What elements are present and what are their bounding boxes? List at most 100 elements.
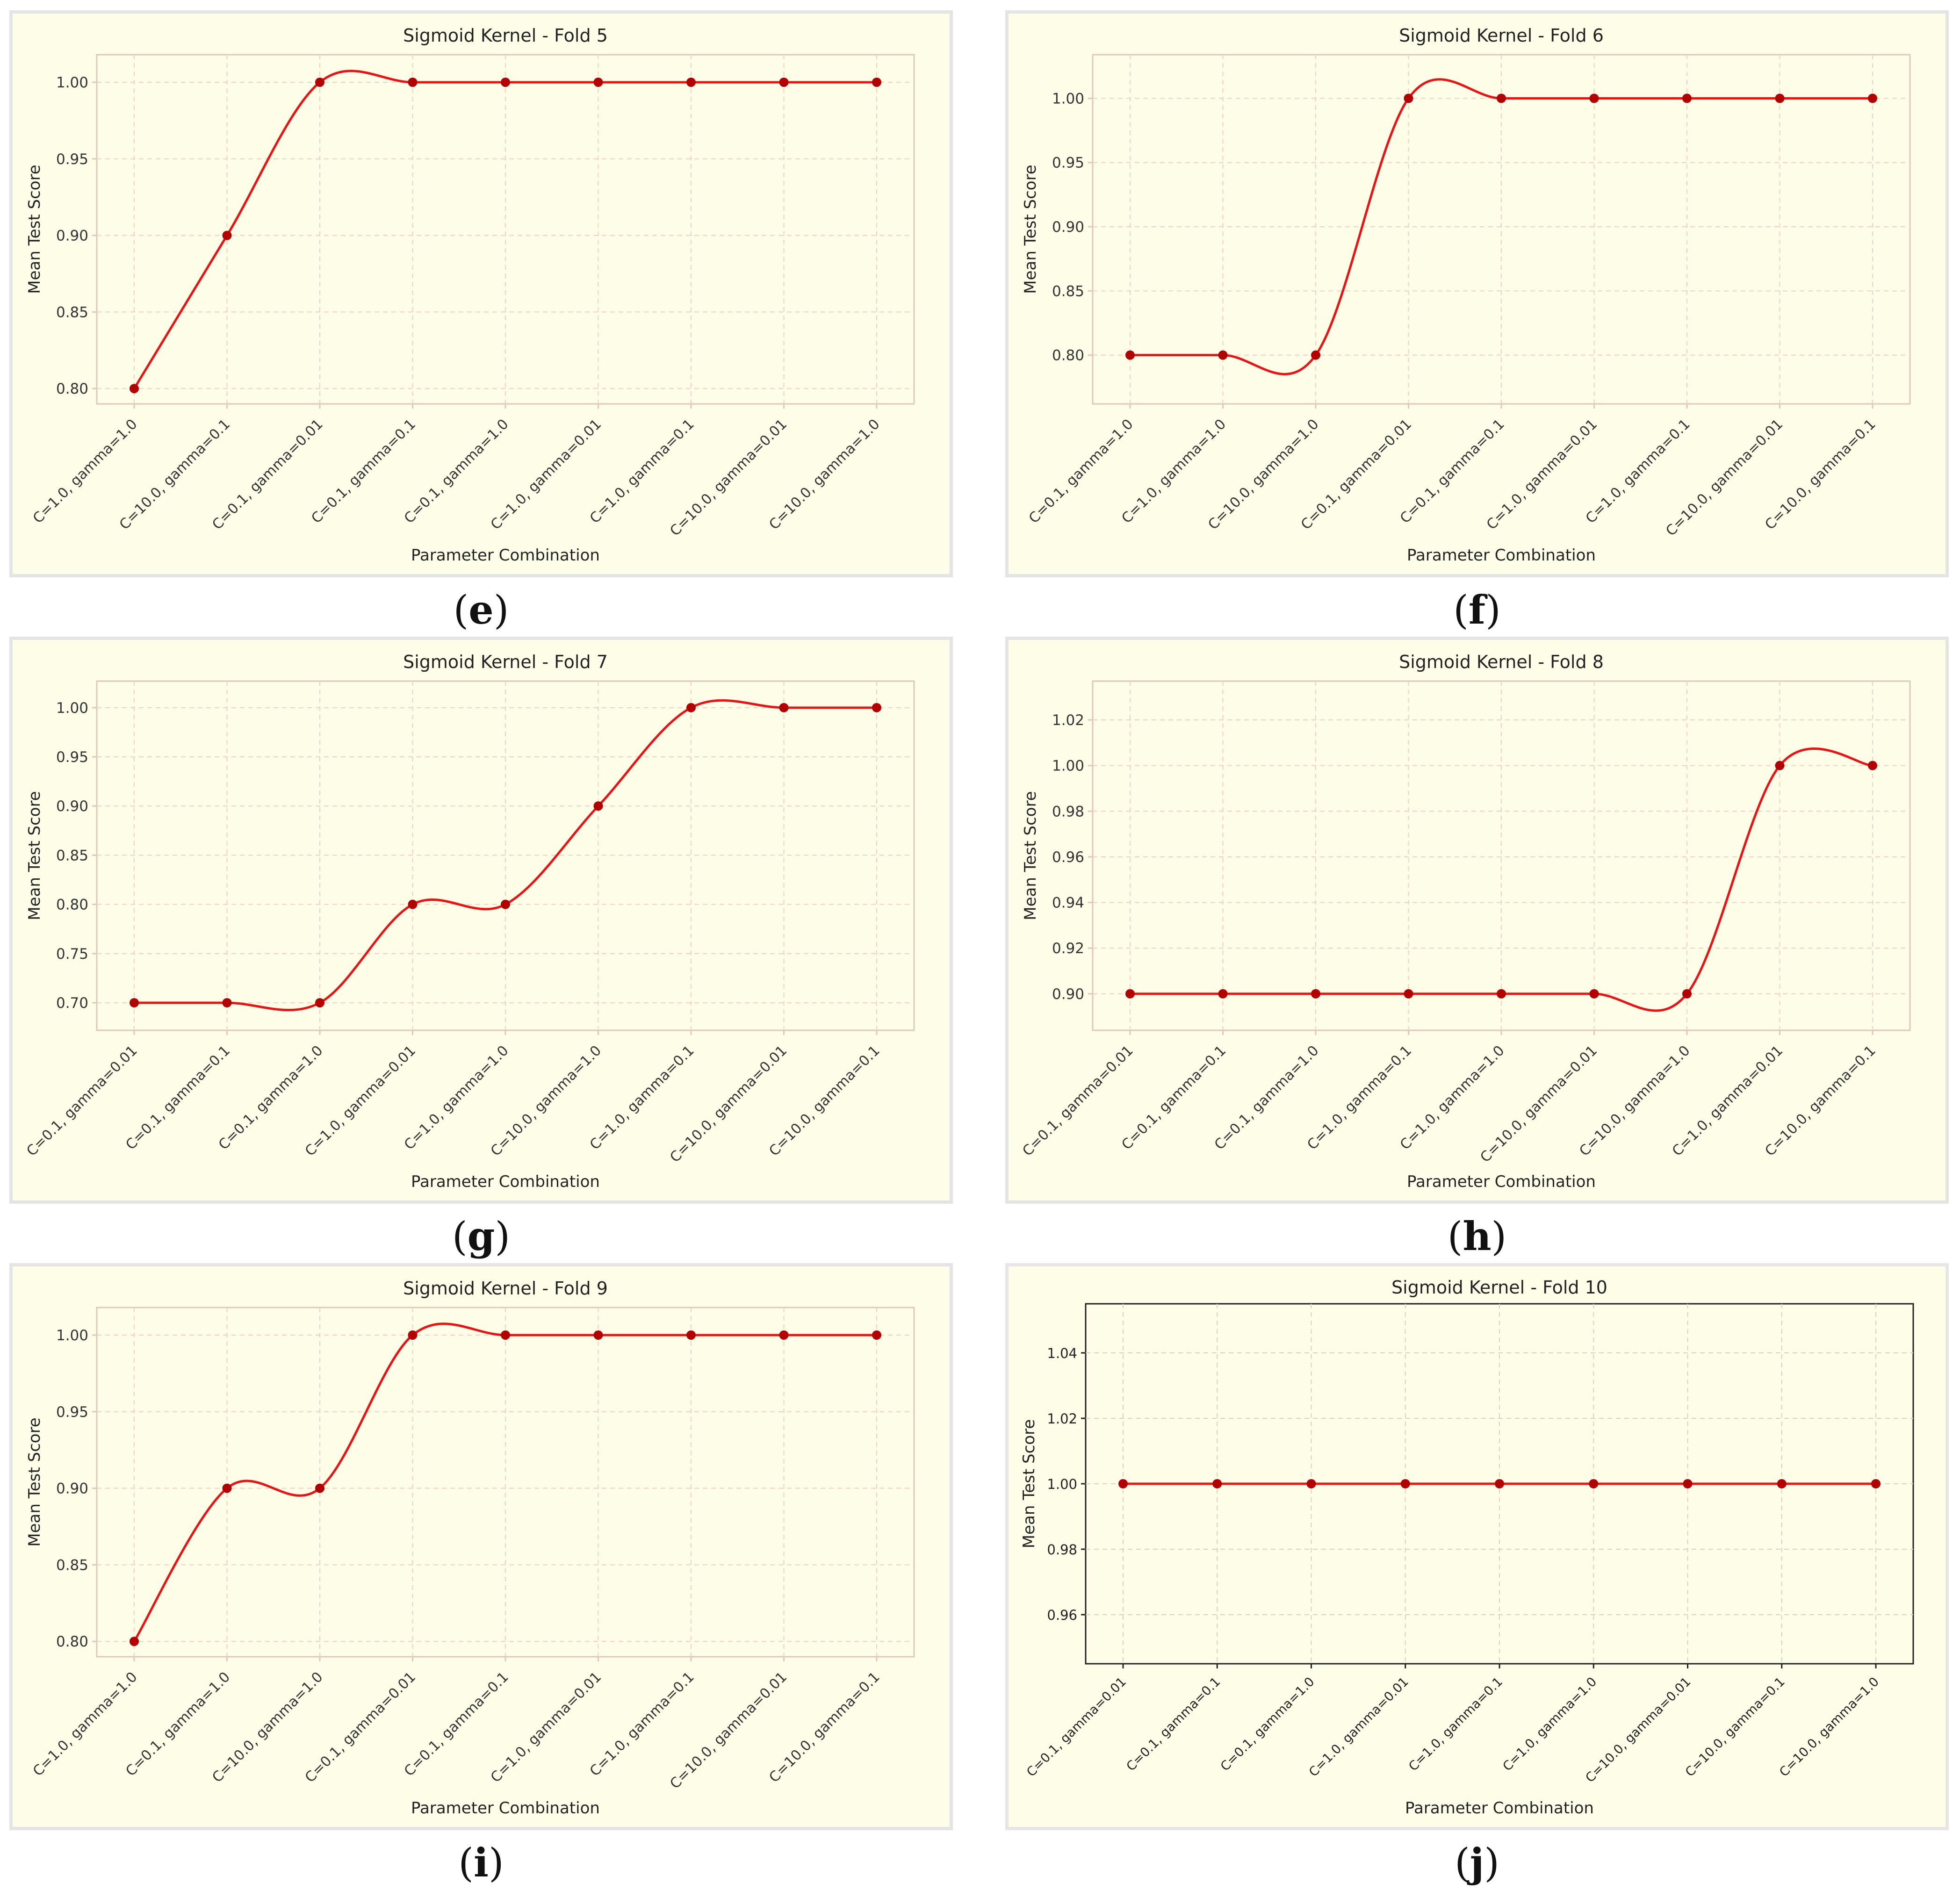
x-axis-label: Parameter Combination bbox=[1407, 1172, 1596, 1191]
caption-g: (g) bbox=[452, 1213, 511, 1259]
chart-title: Sigmoid Kernel - Fold 7 bbox=[403, 652, 608, 672]
data-point bbox=[779, 1330, 789, 1340]
x-tick-label: C=1.0, gamma=1.0 bbox=[1118, 416, 1229, 527]
y-axis-label: Mean Test Score bbox=[25, 1417, 44, 1546]
x-tick-label: C=0.1, gamma=1.0 bbox=[216, 1042, 326, 1153]
y-axis-label: Mean Test Score bbox=[25, 791, 44, 920]
y-tick-label: 0.90 bbox=[56, 1480, 88, 1497]
data-point bbox=[686, 1330, 696, 1340]
x-tick-label: C=0.1, gamma=0.1 bbox=[1124, 1674, 1223, 1774]
x-tick-label: C=10.0, gamma=1.0 bbox=[1777, 1674, 1882, 1780]
x-tick-label: C=1.0, gamma=1.0 bbox=[1500, 1674, 1600, 1774]
y-tick-label: 0.90 bbox=[56, 798, 88, 815]
data-point bbox=[1212, 1479, 1222, 1488]
chart-title: Sigmoid Kernel - Fold 6 bbox=[1399, 25, 1604, 46]
x-axis-label: Parameter Combination bbox=[411, 1799, 600, 1818]
data-point bbox=[222, 998, 232, 1008]
data-point bbox=[1311, 350, 1320, 360]
y-tick-label: 0.85 bbox=[1052, 283, 1084, 300]
data-point bbox=[222, 230, 232, 240]
y-tick-label: 0.80 bbox=[56, 897, 88, 913]
x-axis-label: Parameter Combination bbox=[411, 546, 600, 565]
x-axis-label: Parameter Combination bbox=[1407, 546, 1596, 565]
x-tick-label: C=1.0, gamma=0.1 bbox=[587, 1669, 698, 1780]
data-point bbox=[1125, 989, 1135, 999]
data-point bbox=[1125, 350, 1135, 360]
caption-j: (j) bbox=[1455, 1840, 1499, 1886]
data-point bbox=[593, 801, 603, 811]
y-axis-label: Mean Test Score bbox=[1020, 1419, 1038, 1548]
data-point bbox=[1775, 93, 1785, 103]
chart-panel-i: 0.80 0.85 0.90 0.95 1.00 C=1.0, gamma=1.0 C=0.… bbox=[9, 1263, 953, 1830]
x-tick-label: C=0.1, gamma=0.1 bbox=[1397, 416, 1508, 527]
data-point bbox=[1404, 93, 1413, 103]
x-tick-label: C=0.1, gamma=0.1 bbox=[401, 1669, 512, 1780]
data-point bbox=[779, 77, 789, 87]
data-point bbox=[1683, 1479, 1693, 1488]
data-point bbox=[872, 1330, 881, 1340]
y-tick-label: 0.95 bbox=[56, 1404, 88, 1421]
data-point bbox=[1218, 989, 1228, 999]
data-point bbox=[130, 384, 139, 394]
data-point bbox=[872, 703, 881, 712]
line-chart-fold-9: 0.800.850.900.951.00C=1.0, gamma=1.0C=0.… bbox=[25, 1278, 915, 1818]
data-point bbox=[1495, 1479, 1504, 1488]
series-line bbox=[1130, 78, 1873, 375]
y-tick-label: 1.00 bbox=[56, 700, 88, 717]
data-point bbox=[1311, 989, 1320, 999]
x-tick-label: C=0.1, gamma=0.1 bbox=[308, 416, 419, 527]
caption-i: (i) bbox=[458, 1840, 504, 1886]
x-tick-label: C=10.0, gamma=0.1 bbox=[1683, 1674, 1788, 1780]
x-tick-label: C=1.0, gamma=0.1 bbox=[1304, 1042, 1415, 1153]
x-tick-label: C=10.0, gamma=0.01 bbox=[1583, 1674, 1693, 1785]
series-line bbox=[133, 1322, 877, 1642]
x-tick-label: C=0.1, gamma=1.0 bbox=[1218, 1674, 1318, 1774]
x-tick-label: C=0.1, gamma=1.0 bbox=[1026, 416, 1137, 527]
y-tick-label: 0.94 bbox=[1052, 895, 1084, 912]
chart-panel-f: 0.80 0.85 0.90 0.95 1.00 C=0.1, gamma=1.0 C=1.… bbox=[1005, 10, 1949, 577]
data-point bbox=[408, 1330, 418, 1340]
y-tick-label: 0.75 bbox=[56, 946, 88, 963]
data-point bbox=[1497, 989, 1506, 999]
y-tick-label: 0.98 bbox=[1047, 1542, 1077, 1558]
data-point bbox=[1589, 93, 1599, 103]
y-tick-label: 1.00 bbox=[1052, 758, 1084, 775]
x-axis-label: Parameter Combination bbox=[1405, 1799, 1594, 1818]
data-point bbox=[1868, 761, 1877, 770]
data-point bbox=[1682, 989, 1692, 999]
line-chart-fold-10: 0.960.981.001.021.04C=0.1, gamma=0.01C=0… bbox=[1020, 1277, 1914, 1818]
y-tick-label: 1.00 bbox=[56, 1327, 88, 1344]
x-tick-label: C=1.0, gamma=0.1 bbox=[1406, 1674, 1506, 1774]
y-tick-label: 0.96 bbox=[1047, 1607, 1077, 1623]
data-point bbox=[315, 1483, 324, 1493]
line-chart-fold-6: 0.800.850.900.951.00C=0.1, gamma=1.0C=1.… bbox=[1021, 25, 1911, 565]
x-tick-label: C=0.1, gamma=1.0 bbox=[401, 416, 512, 527]
data-point bbox=[222, 1483, 232, 1493]
data-point bbox=[130, 998, 139, 1008]
line-chart-fold-7: 0.70 0.75 0.80 0.85 0.90 0.95 1.00 C=0.1, gamma… bbox=[23, 652, 915, 1191]
y-tick-label: 1.00 bbox=[1052, 90, 1084, 107]
y-axis-label: Mean Test Score bbox=[1021, 791, 1040, 920]
y-tick-label: 0.98 bbox=[1052, 803, 1084, 820]
chart-panel-e: 0.80 0.85 0.90 0.95 1.00 C=1.0, gamma=1.0 C=10… bbox=[9, 10, 953, 577]
y-axis-label: Mean Test Score bbox=[1021, 165, 1040, 294]
y-tick-label: 0.90 bbox=[56, 228, 88, 244]
data-point bbox=[1871, 1479, 1881, 1488]
chart-panel-h: 0.90 0.92 0.94 0.96 0.98 1.00 1.02 C=0.1, gamma… bbox=[1005, 637, 1949, 1204]
chart-panel-j: 0.96 0.98 1.00 1.02 1.04 C=0.1, gamma=0.01 C=0… bbox=[1005, 1263, 1949, 1830]
data-point bbox=[686, 77, 696, 87]
caption-f: (f) bbox=[1453, 587, 1501, 633]
line-chart-fold-5: 0.800.850.900.951.00C=1.0, gamma=1.0C=10… bbox=[25, 25, 915, 565]
data-point bbox=[686, 703, 696, 712]
y-tick-label: 0.95 bbox=[1052, 155, 1084, 172]
chart-title: Sigmoid Kernel - Fold 9 bbox=[403, 1278, 608, 1299]
chart-title: Sigmoid Kernel - Fold 5 bbox=[403, 25, 608, 46]
x-tick-label: C=0.1, gamma=0.01 bbox=[1024, 1674, 1129, 1780]
x-tick-label: C=1.0, gamma=0.1 bbox=[1583, 416, 1693, 527]
data-point bbox=[1497, 93, 1506, 103]
data-point bbox=[1218, 350, 1228, 360]
x-tick-label: C=1.0, gamma=0.01 bbox=[1306, 1674, 1412, 1780]
x-tick-label: C=1.0, gamma=0.1 bbox=[587, 416, 698, 527]
data-point bbox=[872, 77, 881, 87]
x-tick-label: C=1.0, gamma=1.0 bbox=[30, 416, 141, 527]
